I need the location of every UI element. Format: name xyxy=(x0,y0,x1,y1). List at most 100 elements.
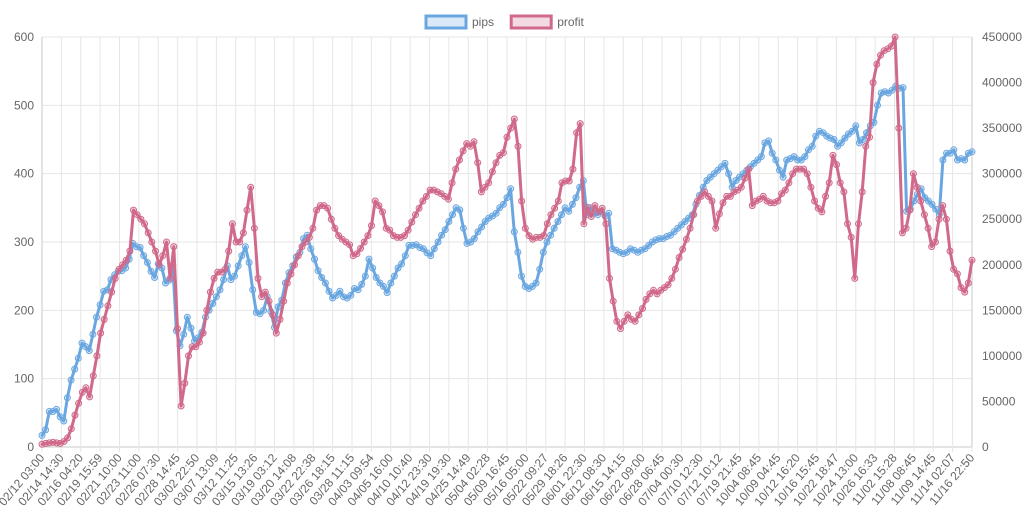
data-point-profit[interactable] xyxy=(64,434,72,442)
data-point-pips[interactable] xyxy=(470,235,478,243)
data-point-pips[interactable] xyxy=(608,245,616,253)
data-point-profit[interactable] xyxy=(536,233,544,241)
data-point-pips[interactable] xyxy=(634,248,642,256)
data-point-pips[interactable] xyxy=(786,155,794,163)
data-point-profit[interactable] xyxy=(166,274,174,282)
data-point-pips[interactable] xyxy=(390,272,398,280)
data-point-profit[interactable] xyxy=(617,325,624,333)
data-point-profit[interactable] xyxy=(499,149,507,157)
data-point-profit[interactable] xyxy=(946,247,954,255)
data-point-pips[interactable] xyxy=(311,255,318,263)
data-point-profit[interactable] xyxy=(291,261,299,269)
data-point-pips[interactable] xyxy=(100,287,108,295)
data-point-pips[interactable] xyxy=(383,289,391,297)
data-point-profit[interactable] xyxy=(137,215,145,223)
data-point-profit[interactable] xyxy=(953,270,961,278)
data-point-pips[interactable] xyxy=(260,306,268,314)
data-point-profit[interactable] xyxy=(763,197,771,205)
data-point-pips[interactable] xyxy=(656,235,664,243)
data-point-pips[interactable] xyxy=(605,209,613,217)
data-point-pips[interactable] xyxy=(380,282,387,290)
data-point-profit[interactable] xyxy=(547,211,555,219)
data-point-profit[interactable] xyxy=(444,195,452,203)
data-point-pips[interactable] xyxy=(492,209,500,217)
data-point-profit[interactable] xyxy=(100,315,108,323)
data-point-pips[interactable] xyxy=(801,153,809,161)
data-point-pips[interactable] xyxy=(721,159,729,167)
data-point-pips[interactable] xyxy=(830,136,838,143)
data-point-profit[interactable] xyxy=(920,211,928,219)
data-point-pips[interactable] xyxy=(768,149,776,157)
data-point-profit[interactable] xyxy=(803,170,811,178)
data-point-profit[interactable] xyxy=(551,204,559,212)
data-point-pips[interactable] xyxy=(45,408,53,415)
data-point-profit[interactable] xyxy=(770,199,778,207)
data-point-profit[interactable] xyxy=(924,224,932,232)
data-point-pips[interactable] xyxy=(539,248,547,256)
data-point-pips[interactable] xyxy=(663,233,671,240)
data-point-profit[interactable] xyxy=(635,311,643,319)
data-point-profit[interactable] xyxy=(170,243,178,251)
data-point-profit[interactable] xyxy=(712,224,720,232)
data-point-pips[interactable] xyxy=(456,206,464,214)
data-point-profit[interactable] xyxy=(430,186,438,194)
data-point-profit[interactable] xyxy=(174,325,181,333)
data-point-pips[interactable] xyxy=(543,238,551,246)
data-point-profit[interactable] xyxy=(752,197,760,205)
data-point-profit[interactable] xyxy=(789,170,797,178)
data-point-pips[interactable] xyxy=(550,224,558,232)
data-point-profit[interactable] xyxy=(671,265,679,273)
data-point-profit[interactable] xyxy=(869,79,877,87)
data-point-pips[interactable] xyxy=(354,286,362,294)
data-point-profit[interactable] xyxy=(909,170,917,178)
data-point-profit[interactable] xyxy=(104,302,112,310)
data-point-profit[interactable] xyxy=(181,379,189,387)
data-point-pips[interactable] xyxy=(848,127,856,135)
data-point-profit[interactable] xyxy=(324,204,332,212)
data-point-profit[interactable] xyxy=(774,197,782,205)
data-point-pips[interactable] xyxy=(369,264,377,272)
data-point-pips[interactable] xyxy=(71,365,79,373)
data-point-pips[interactable] xyxy=(234,262,242,270)
data-point-profit[interactable] xyxy=(261,288,269,296)
data-point-pips[interactable] xyxy=(968,148,976,156)
data-point-profit[interactable] xyxy=(75,399,83,407)
data-point-pips[interactable] xyxy=(42,426,50,434)
data-point-pips[interactable] xyxy=(776,166,783,174)
data-point-pips[interactable] xyxy=(779,173,787,181)
data-point-profit[interactable] xyxy=(177,402,185,410)
data-point-pips[interactable] xyxy=(401,252,409,260)
data-point-profit[interactable] xyxy=(580,220,588,228)
data-point-profit[interactable] xyxy=(503,133,511,141)
data-point-profit[interactable] xyxy=(895,124,903,132)
data-point-profit[interactable] xyxy=(203,306,211,314)
data-point-profit[interactable] xyxy=(554,197,562,205)
data-point-profit[interactable] xyxy=(163,238,170,246)
data-point-profit[interactable] xyxy=(419,197,427,205)
data-point-pips[interactable] xyxy=(957,155,965,163)
data-point-profit[interactable] xyxy=(708,197,716,205)
legend-item-profit[interactable]: profit xyxy=(509,14,585,30)
data-point-pips[interactable] xyxy=(89,330,97,338)
data-point-profit[interactable] xyxy=(265,297,273,305)
data-point-pips[interactable] xyxy=(950,146,958,154)
data-point-profit[interactable] xyxy=(880,47,888,55)
data-point-profit[interactable] xyxy=(877,51,884,59)
data-point-pips[interactable] xyxy=(398,260,406,268)
data-point-pips[interactable] xyxy=(808,142,816,150)
data-point-pips[interactable] xyxy=(249,286,257,294)
data-point-profit[interactable] xyxy=(148,238,156,246)
data-point-pips[interactable] xyxy=(852,122,860,130)
data-point-profit[interactable] xyxy=(221,265,229,273)
data-point-profit[interactable] xyxy=(866,133,873,141)
data-point-profit[interactable] xyxy=(686,224,694,232)
data-point-profit[interactable] xyxy=(939,202,947,210)
data-point-pips[interactable] xyxy=(627,245,634,253)
data-point-pips[interactable] xyxy=(503,194,511,202)
data-point-pips[interactable] xyxy=(245,259,253,266)
data-point-pips[interactable] xyxy=(532,279,540,287)
data-point-pips[interactable] xyxy=(372,274,380,281)
data-point-pips[interactable] xyxy=(521,282,529,290)
data-point-profit[interactable] xyxy=(393,233,401,241)
data-point-pips[interactable] xyxy=(463,239,471,247)
